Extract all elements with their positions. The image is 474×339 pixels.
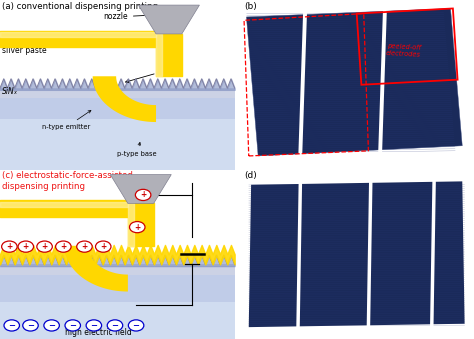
Text: −: − xyxy=(8,321,15,330)
Text: p-type base: p-type base xyxy=(117,142,157,157)
Circle shape xyxy=(4,320,19,331)
Bar xyxy=(0,264,235,275)
Polygon shape xyxy=(246,8,462,156)
Text: +: + xyxy=(140,191,146,199)
Circle shape xyxy=(86,320,101,331)
Text: peeled-off
electrodes: peeled-off electrodes xyxy=(386,43,421,58)
Text: −: − xyxy=(27,321,34,330)
Text: +: + xyxy=(60,242,66,251)
Text: +: + xyxy=(23,242,29,251)
Text: (a) conventional dispensing printing: (a) conventional dispensing printing xyxy=(2,2,158,11)
Bar xyxy=(0,302,235,339)
Polygon shape xyxy=(93,76,156,122)
Circle shape xyxy=(136,189,151,201)
Circle shape xyxy=(129,222,145,233)
Text: SiNₓ: SiNₓ xyxy=(2,87,18,96)
Bar xyxy=(0,275,235,302)
Circle shape xyxy=(107,320,123,331)
Text: −: − xyxy=(111,321,118,330)
Polygon shape xyxy=(64,246,128,292)
Text: silver paste: silver paste xyxy=(2,38,55,55)
Circle shape xyxy=(128,320,144,331)
Circle shape xyxy=(1,241,17,252)
Text: −: − xyxy=(48,321,55,330)
Text: (c) electrostatic-force-assisted
dispensing printing: (c) electrostatic-force-assisted dispens… xyxy=(2,171,133,191)
Circle shape xyxy=(37,241,52,252)
Circle shape xyxy=(55,241,71,252)
Text: (b): (b) xyxy=(244,2,257,11)
Bar xyxy=(0,170,235,264)
Polygon shape xyxy=(249,181,465,327)
Text: +: + xyxy=(41,242,48,251)
Text: nozzle: nozzle xyxy=(103,13,179,21)
Text: −: − xyxy=(133,321,139,330)
Bar xyxy=(0,98,235,119)
Polygon shape xyxy=(138,5,200,34)
Circle shape xyxy=(65,320,81,331)
Text: high electric field: high electric field xyxy=(65,328,132,337)
Text: +: + xyxy=(82,242,88,251)
Polygon shape xyxy=(110,175,171,203)
Bar xyxy=(0,119,235,170)
Circle shape xyxy=(77,241,92,252)
Circle shape xyxy=(23,320,38,331)
Text: (d): (d) xyxy=(244,171,257,180)
Bar xyxy=(0,88,235,98)
Text: −: − xyxy=(69,321,76,330)
Circle shape xyxy=(18,241,34,252)
Circle shape xyxy=(44,320,59,331)
Text: −: − xyxy=(91,321,97,330)
Bar xyxy=(0,0,235,88)
Text: +: + xyxy=(134,223,140,232)
Text: voids: voids xyxy=(126,65,180,83)
Circle shape xyxy=(95,241,111,252)
Text: +: + xyxy=(100,242,106,251)
Text: n-type emitter: n-type emitter xyxy=(42,111,91,130)
Text: +: + xyxy=(6,242,12,251)
